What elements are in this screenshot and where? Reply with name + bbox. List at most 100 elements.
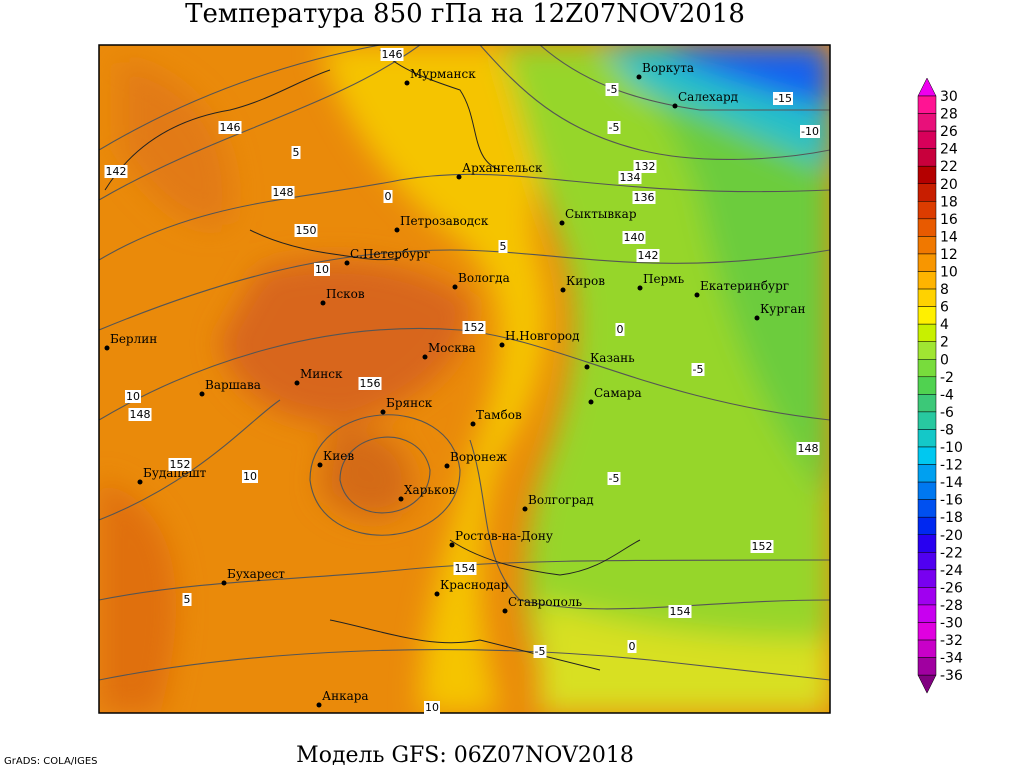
contour-label: 0 [617,323,624,336]
city-label: Архангельск [462,161,543,175]
contour-label: -5 [609,472,620,485]
colorbar-tick-label: 10 [940,265,958,281]
city-label: Ростов-на-Дону [455,529,553,543]
colorbar-tick-label: -18 [940,510,963,526]
colorbar-segment [917,236,937,255]
contour-label-box [618,171,642,184]
contour-label-box [424,701,440,714]
contour-label-box [607,472,621,485]
contour-label-box [773,92,793,105]
colorbar-tick-label: 4 [940,317,949,333]
contour-label: 0 [629,640,636,653]
colorbar-tick-label: 20 [940,177,958,193]
colorbar-tick-label: -8 [940,422,954,438]
colorbar-segment [917,288,937,307]
contour-label-box [462,321,486,334]
contour-label-box [627,640,637,653]
colorbar-segment [917,587,937,606]
colorbar-segment [917,183,937,202]
colorbar-tick-label: 18 [940,194,958,210]
city-label: Сыктывкар [565,207,637,221]
contour-label-box [383,190,393,203]
contour-label: -5 [693,363,704,376]
city-label: Волгоград [528,493,594,507]
colorbar-tick-label: -14 [940,475,963,491]
contour-label-box [128,408,152,421]
city-dot [199,391,205,397]
city-dot [499,342,505,348]
city-dot [588,399,594,405]
colorbar: 302826242220181614121086420-2-4-6-8-10-1… [917,77,963,694]
colorbar-tick-label: 24 [940,142,958,158]
city-label: Киров [566,274,605,288]
colorbar-segment [917,95,937,114]
colorbar-segment [917,411,937,430]
contour-label: 152 [464,321,485,334]
contour-label-box [498,240,508,253]
city-dot [456,174,462,180]
city-dot [380,409,386,415]
contour-label-box [125,390,141,403]
contour-label: 10 [425,701,439,714]
contour-label: 136 [634,191,655,204]
colorbar-segment [917,464,937,483]
colorbar-tick-label: 30 [940,89,958,105]
city-dot [754,315,760,321]
city-label: С.Петербург [350,247,430,261]
contour-label: 156 [360,377,381,390]
contour-label: 5 [184,593,191,606]
contour-label: -5 [535,645,546,658]
colorbar-segment [917,165,937,184]
contour-label-box [271,186,295,199]
city-label: Мурманск [410,67,476,81]
city-dot [294,380,300,386]
city-label: Брянск [386,396,433,410]
city-label: Харьков [404,483,456,497]
city-dot [398,496,404,502]
contour-label: 150 [296,224,317,237]
city-label: Воронеж [450,450,507,464]
colorbar-segment [917,306,937,325]
colorbar-tick-label: 12 [940,247,958,263]
city-label: Берлин [110,332,157,346]
colorbar-tick-label: -10 [940,440,963,456]
contour-label-box [380,48,404,61]
colorbar-tick-label: -6 [940,405,954,421]
city-label: Киев [323,449,354,463]
contour-label: -5 [607,83,618,96]
colorbar-segment [917,516,937,536]
contour-label: 142 [106,165,127,178]
city-label: Курган [760,302,805,316]
contour-label: 148 [798,442,819,455]
colorbar-segment [917,604,937,623]
colorbar-segment [917,253,937,272]
contour-label-box [104,165,128,178]
contour-label: 154 [670,605,691,618]
city-dot [694,292,700,298]
colorbar-segment [917,499,937,518]
city-label: Тамбов [476,408,522,422]
city-dot [560,287,566,293]
city-dot [637,285,643,291]
title: Температура 850 гПа на 12Z07NOV2018 [185,0,745,29]
contour-label: 142 [638,249,659,262]
contour-label: 148 [273,186,294,199]
contour-label: -15 [774,92,792,105]
contour-label: 10 [315,263,329,276]
city-dot [434,591,440,597]
colorbar-segment [917,113,937,132]
city-label: Салехард [678,90,738,104]
colorbar-segment [917,446,937,465]
city-dot [584,364,590,370]
contour-label-box [632,191,656,204]
city-dot [422,354,428,360]
city-dot [452,284,458,290]
contour-label-box [242,470,258,483]
contour-label-box [691,363,705,376]
colorbar-segment [917,481,937,500]
city-dot [559,220,565,226]
colorbar-segment [917,341,937,360]
colorbar-segment [917,218,937,237]
colorbar-tick-label: 2 [940,335,949,351]
